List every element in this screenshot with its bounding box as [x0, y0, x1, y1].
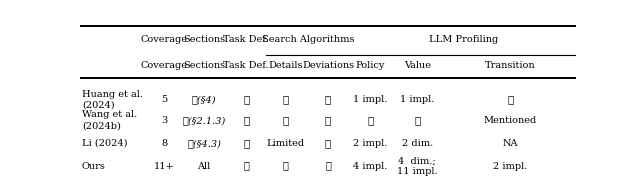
Text: ✗: ✗ — [367, 116, 373, 125]
Text: Details: Details — [269, 61, 303, 70]
Text: ✗: ✗ — [325, 116, 331, 125]
Text: Wang et al.
(2024b): Wang et al. (2024b) — [82, 110, 137, 130]
Text: Search Algorithms: Search Algorithms — [262, 35, 355, 44]
Text: 1 impl.: 1 impl. — [353, 96, 387, 105]
Text: 2 impl.: 2 impl. — [353, 139, 387, 148]
Text: 3: 3 — [161, 116, 168, 125]
Text: ✗: ✗ — [243, 139, 250, 148]
Text: ✗: ✗ — [283, 116, 289, 125]
Text: Coverage: Coverage — [141, 35, 188, 44]
Text: All: All — [197, 161, 211, 171]
Text: NA: NA — [502, 139, 518, 148]
Text: Sections: Sections — [183, 61, 225, 70]
Text: Policy: Policy — [355, 61, 385, 70]
Text: LLM Profiling: LLM Profiling — [429, 35, 498, 44]
Text: ✗: ✗ — [325, 96, 331, 105]
Text: Task Def.: Task Def. — [223, 35, 269, 44]
Text: Limited: Limited — [267, 139, 305, 148]
Text: ✓: ✓ — [283, 161, 289, 171]
Text: ✗: ✗ — [243, 96, 250, 105]
Text: ✓(§4): ✓(§4) — [192, 96, 216, 105]
Text: 8: 8 — [161, 139, 168, 148]
Text: ✗: ✗ — [243, 116, 250, 125]
Text: Coverage: Coverage — [141, 61, 188, 70]
Text: Sections: Sections — [183, 35, 225, 44]
Text: 4 impl.: 4 impl. — [353, 161, 387, 171]
Text: 1 impl.: 1 impl. — [400, 96, 435, 105]
Text: 2 dim.: 2 dim. — [402, 139, 433, 148]
Text: Value: Value — [404, 61, 431, 70]
Text: Li (2024): Li (2024) — [82, 139, 127, 148]
Text: ✗: ✗ — [283, 96, 289, 105]
Text: Mentioned: Mentioned — [484, 116, 537, 125]
Text: ✓(§4.3): ✓(§4.3) — [187, 139, 221, 148]
Text: 2 impl.: 2 impl. — [493, 161, 527, 171]
Text: 4  dim.;
11 impl.: 4 dim.; 11 impl. — [397, 156, 438, 176]
Text: Deviations: Deviations — [302, 61, 354, 70]
Text: ✗: ✗ — [325, 139, 331, 148]
Text: ✓: ✓ — [325, 161, 331, 171]
Text: Huang et al.
(2024): Huang et al. (2024) — [82, 90, 143, 110]
Text: ✗: ✗ — [507, 96, 513, 105]
Text: ✓(§2.1.3): ✓(§2.1.3) — [182, 116, 226, 125]
Text: ✗: ✗ — [414, 116, 420, 125]
Text: Task Def.: Task Def. — [223, 61, 269, 70]
Text: 5: 5 — [161, 96, 168, 105]
Text: Ours: Ours — [82, 161, 106, 171]
Text: ✓: ✓ — [243, 161, 249, 171]
Text: 11+: 11+ — [154, 161, 175, 171]
Text: Transition: Transition — [485, 61, 536, 70]
